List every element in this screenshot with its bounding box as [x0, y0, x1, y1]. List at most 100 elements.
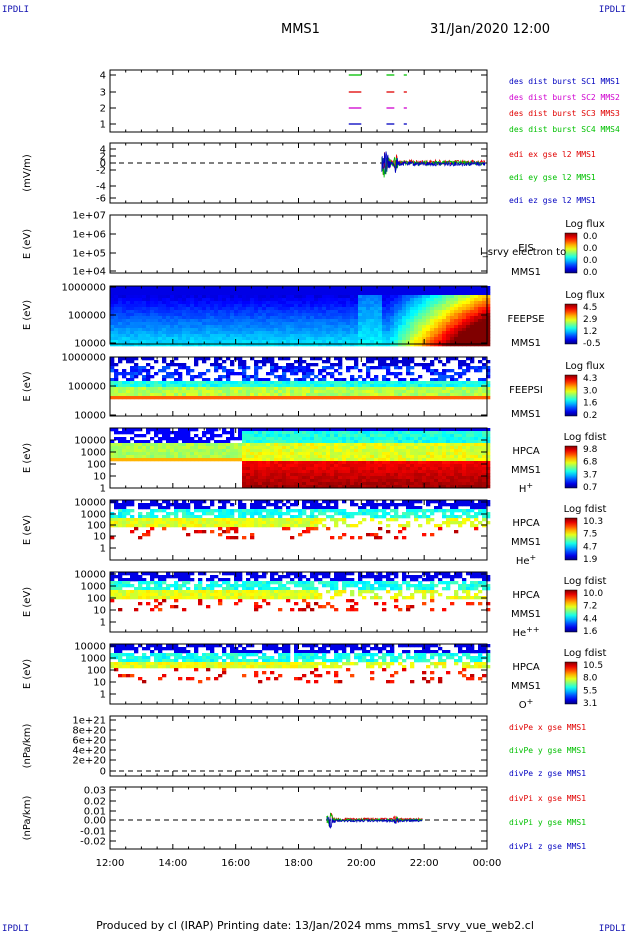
- spectrogram-cell: [306, 467, 311, 471]
- spectrogram-cell: [434, 443, 439, 447]
- spectrogram-cell: [242, 485, 247, 489]
- spectrogram-cell: [394, 485, 399, 489]
- spectrogram-cell: [322, 449, 327, 453]
- spectrogram-cell: [466, 461, 471, 465]
- spectrogram-cell: [126, 325, 131, 329]
- spectrogram-cell: [318, 479, 323, 483]
- spectrogram-cell: [486, 307, 491, 311]
- spectrogram-cell: [366, 340, 371, 344]
- spectrogram-cell: [178, 316, 183, 320]
- spectrogram-cell: [254, 313, 259, 317]
- spectrogram-cell: [302, 360, 307, 364]
- spectrogram-cell: [402, 470, 407, 474]
- y-tick-label: 0: [100, 159, 106, 170]
- spectrogram-cell: [362, 331, 367, 335]
- spectrogram-cell: [122, 343, 127, 347]
- y-axis-label: E (eV): [22, 229, 33, 259]
- spectrogram-cell: [406, 470, 411, 474]
- spectrogram-cell: [154, 458, 159, 462]
- spectrogram-cell: [434, 482, 439, 486]
- spectrogram-cell: [410, 384, 415, 388]
- spectrogram-cell: [178, 286, 183, 290]
- spectrogram-cell: [454, 301, 459, 305]
- spectrogram-cell: [142, 325, 147, 329]
- spectrogram-cell: [414, 470, 419, 474]
- spectrogram-cell: [438, 289, 443, 293]
- spectrogram-cell: [190, 375, 195, 379]
- spectrogram-cell: [178, 322, 183, 326]
- spectrogram-cell: [374, 357, 379, 361]
- spectrogram-cell: [318, 455, 323, 459]
- spectrogram-cell: [434, 334, 439, 338]
- spectrogram-cell: [254, 384, 259, 388]
- spectrogram-cell: [286, 301, 291, 305]
- spectrogram-cell: [382, 381, 387, 385]
- spectrogram-cell: [478, 334, 483, 338]
- spectrogram-cell: [198, 396, 203, 400]
- spectrogram-cell: [422, 304, 427, 308]
- spectrogram-cell: [182, 295, 187, 299]
- spectrogram-cell: [202, 387, 207, 391]
- spectrogram-cell: [346, 464, 351, 468]
- spectrogram-cell: [382, 485, 387, 489]
- spectrogram-cell: [294, 310, 299, 314]
- spectrogram-cell: [378, 428, 383, 432]
- spectrogram-cell: [182, 343, 187, 347]
- spectrogram-cell: [306, 313, 311, 317]
- spectrogram-cell: [206, 322, 211, 326]
- panel-frame-2: [109, 214, 488, 274]
- spectrogram-cell: [286, 485, 291, 489]
- spectrogram-cell: [326, 393, 331, 397]
- spectrogram-cell: [478, 304, 483, 308]
- spectrogram-cell: [250, 295, 255, 299]
- spectrogram-cell: [266, 337, 271, 341]
- spectrogram-cell: [470, 437, 475, 441]
- spectrogram-cell: [134, 310, 139, 314]
- spectrogram-cell: [246, 387, 251, 391]
- spectrogram-cell: [278, 437, 283, 441]
- spectrogram-cell: [330, 301, 335, 305]
- spectrogram-cell: [118, 343, 123, 347]
- spectrogram-cell: [274, 316, 279, 320]
- spectrogram-cell: [166, 331, 171, 335]
- spectrogram-cell: [258, 431, 263, 435]
- spectrogram-cell: [486, 298, 491, 302]
- spectrogram-cell: [182, 396, 187, 400]
- spectrogram-cell: [290, 440, 295, 444]
- spectrogram-cell: [182, 319, 187, 323]
- spectrogram-cell: [370, 428, 375, 432]
- spectrogram-cell: [298, 455, 303, 459]
- spectrogram-cell: [150, 455, 155, 459]
- spectrogram-cell: [278, 381, 283, 385]
- spectrogram-cell: [374, 485, 379, 489]
- spectrogram-cell: [466, 393, 471, 397]
- spectrogram-cell: [162, 360, 167, 364]
- spectrogram-cell: [306, 440, 311, 444]
- spectrogram-cell: [378, 292, 383, 296]
- spectrogram-cell: [166, 301, 171, 305]
- spectrogram-cell: [222, 390, 227, 394]
- spectrogram-cell: [286, 289, 291, 293]
- spectrogram-cell: [282, 437, 287, 441]
- spectrogram-cell: [282, 289, 287, 293]
- spectrogram-cell: [314, 363, 319, 367]
- spectrogram-cell: [318, 369, 323, 373]
- spectrogram-cell: [122, 452, 127, 456]
- spectrogram-cell: [422, 384, 427, 388]
- spectrogram-cell: [466, 343, 471, 347]
- spectrogram-cell: [418, 485, 423, 489]
- spectrogram-cell: [282, 384, 287, 388]
- y-tick-label: 1e+07: [72, 211, 106, 222]
- spectrogram-cell: [306, 458, 311, 462]
- spectrogram-cell: [450, 437, 455, 441]
- spectrogram-cell: [210, 334, 215, 338]
- spectrogram-cell: [138, 455, 143, 459]
- spectrogram-cell: [430, 372, 435, 376]
- spectrogram-cell: [426, 449, 431, 453]
- spectrogram-cell: [366, 387, 371, 391]
- spectrogram-cell: [230, 304, 235, 308]
- spectrogram-cell: [458, 319, 463, 323]
- spectrogram-cell: [266, 461, 271, 465]
- spectrogram-cell: [374, 458, 379, 462]
- spectrogram-cell: [438, 319, 443, 323]
